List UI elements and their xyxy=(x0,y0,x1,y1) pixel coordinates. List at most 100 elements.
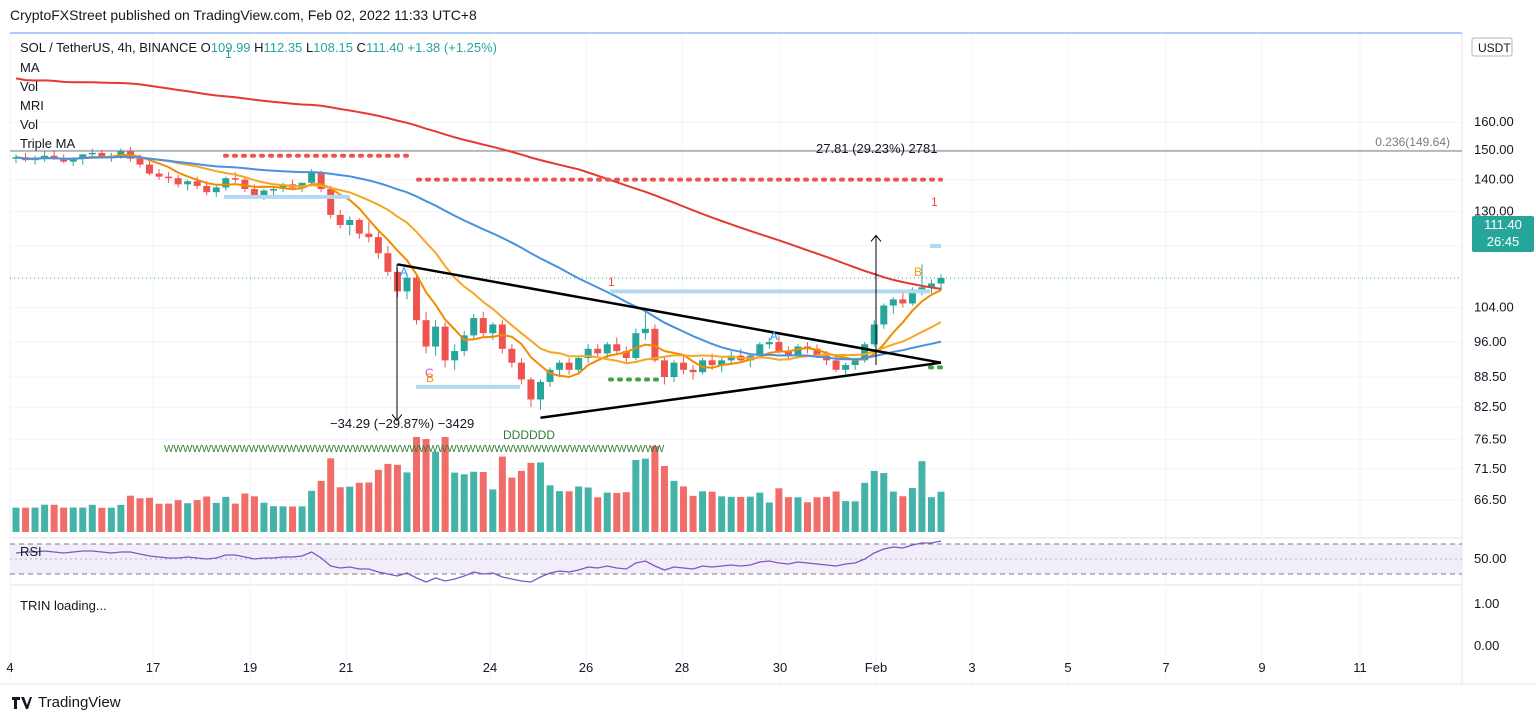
x-tick-label: 11 xyxy=(1353,660,1367,675)
volume-bar xyxy=(317,480,325,532)
symbol-legend-part: 108.15 xyxy=(313,40,353,55)
volume-bar xyxy=(460,474,468,532)
candle-body xyxy=(184,181,192,185)
candle-body xyxy=(136,158,144,165)
volume-bar xyxy=(756,492,764,532)
volume-bar xyxy=(479,472,487,532)
trin-tick-label: 0.00 xyxy=(1474,638,1499,653)
volume-bar xyxy=(708,491,716,532)
volume-bar xyxy=(851,501,859,532)
candle-body xyxy=(508,348,516,363)
candle-body xyxy=(727,355,735,361)
volume-bar xyxy=(260,502,268,532)
volume-bar xyxy=(69,507,77,532)
symbol-legend-part: +1.38 (+1.25%) xyxy=(404,40,497,55)
price-tick-label: 104.00 xyxy=(1474,300,1514,315)
x-tick-label: 3 xyxy=(968,660,975,675)
candle-body xyxy=(680,362,688,370)
wave-mark-label: B xyxy=(914,265,922,279)
candle-body xyxy=(908,289,916,304)
candle-body xyxy=(355,219,363,234)
candle-body xyxy=(298,182,306,188)
volume-bar xyxy=(517,470,525,532)
price-tick-label: 66.50 xyxy=(1474,492,1507,507)
volume-bar xyxy=(870,470,878,532)
volume-bar xyxy=(660,466,668,532)
volume-bar xyxy=(536,462,544,532)
price-tick-label: 150.00 xyxy=(1474,142,1514,157)
volume-bar xyxy=(546,485,554,532)
volume-bar xyxy=(60,507,68,532)
volume-bar xyxy=(432,451,440,532)
rsi-pane-label: RSI xyxy=(20,544,42,559)
wave-mark-label: A xyxy=(400,265,408,279)
trin-pane-label: TRIN loading... xyxy=(20,598,107,613)
candle-body xyxy=(346,219,354,226)
volume-bar xyxy=(842,501,850,532)
x-tick-label: 24 xyxy=(483,660,497,675)
volume-bar xyxy=(861,482,869,532)
candle-body xyxy=(718,360,726,366)
x-tick-label: 28 xyxy=(675,660,689,675)
price-tick-label: 160.00 xyxy=(1474,114,1514,129)
candle-body xyxy=(880,305,888,325)
volume-bar xyxy=(908,488,916,532)
candle-body xyxy=(832,360,840,370)
volume-bar xyxy=(718,496,726,532)
candle-body xyxy=(60,158,68,162)
x-tick-label: 7 xyxy=(1162,660,1169,675)
candle-body xyxy=(441,326,449,361)
symbol-legend-part: 111.40 xyxy=(366,40,404,55)
wave-mark-label: A xyxy=(770,329,778,343)
volume-bar xyxy=(336,487,344,532)
volume-bar xyxy=(813,497,821,532)
volume-bar xyxy=(498,456,506,532)
candle-body xyxy=(670,362,678,378)
volume-bar xyxy=(250,496,258,532)
volume-bar xyxy=(12,507,20,532)
volume-bar xyxy=(489,489,497,532)
candle-body xyxy=(527,379,535,400)
wave-mark-label: 1 xyxy=(608,275,615,289)
volume-bar xyxy=(603,492,611,532)
candle-body xyxy=(784,351,792,356)
candle-body xyxy=(79,154,87,159)
ma-long-line xyxy=(15,77,942,290)
x-tick-label: 30 xyxy=(773,660,787,675)
volume-bar xyxy=(365,482,373,532)
candle-body xyxy=(937,278,945,284)
measure-up-label: 27.81 (29.23%) 2781 xyxy=(816,141,937,156)
x-tick-label: 17 xyxy=(146,660,160,675)
volume-bar xyxy=(680,486,688,532)
volume-bar xyxy=(727,496,735,532)
volume-bar xyxy=(527,462,535,532)
candle-body xyxy=(231,178,239,180)
x-tick-label: Feb xyxy=(865,660,887,675)
volume-bar xyxy=(79,507,87,532)
rsi-tick-label: 50.00 xyxy=(1474,551,1507,566)
last-price-value: 111.40 xyxy=(1484,217,1522,232)
volume-bar xyxy=(823,496,831,532)
candle-body xyxy=(460,335,468,352)
candle-body xyxy=(165,176,173,179)
trin-tick-label: 1.00 xyxy=(1474,596,1499,611)
candle-body xyxy=(432,326,440,347)
volume-bar xyxy=(451,472,459,532)
symbol-legend: SOL / TetherUS, 4h, BINANCE O109.99 H112… xyxy=(20,40,497,55)
volume-bar xyxy=(613,492,621,532)
volume-bar xyxy=(146,497,154,532)
volume-bar xyxy=(355,482,363,532)
volume-bar xyxy=(289,506,297,532)
volume-bar xyxy=(584,487,592,532)
candle-body xyxy=(384,253,392,272)
candle-body xyxy=(269,189,277,191)
price-tick-label: 71.50 xyxy=(1474,461,1507,476)
symbol-legend-part: C xyxy=(353,40,366,55)
ma-medium-line xyxy=(15,155,942,365)
candle-body xyxy=(575,358,583,370)
candle-body xyxy=(69,158,77,162)
wave-mark-label: 1 xyxy=(225,47,232,61)
tradingview-brand[interactable]: TradingView xyxy=(12,694,121,711)
candle-body xyxy=(470,318,478,336)
